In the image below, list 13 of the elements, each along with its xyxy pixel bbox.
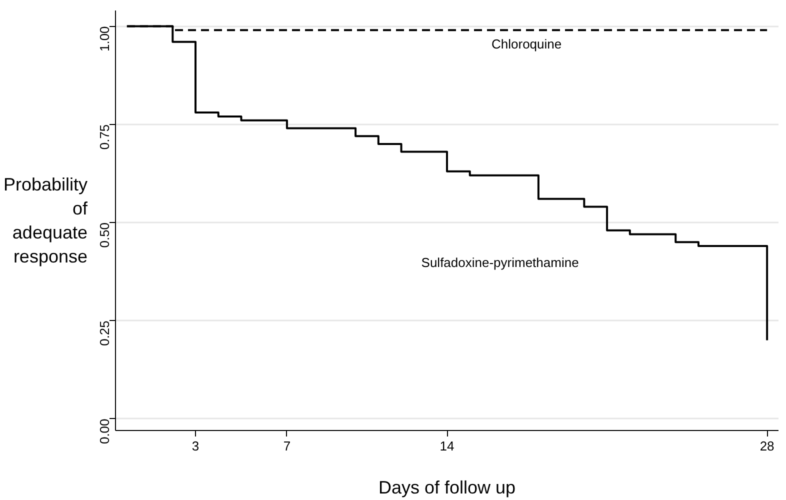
x-tick-label: 7 xyxy=(283,438,291,454)
x-tick-label: 28 xyxy=(760,438,774,454)
y-tick-label: 1.00 xyxy=(97,26,112,52)
y-tick-label: 0.50 xyxy=(97,222,112,248)
y-tick-label: 0.75 xyxy=(97,124,112,150)
y-axis-title: Probability of adequate response xyxy=(3,174,88,266)
annotation: Chloroquine xyxy=(492,36,562,52)
x-axis-title: Days of follow up xyxy=(378,478,516,498)
y-tick-label: 0.00 xyxy=(97,418,112,444)
y-tick-label: 0.25 xyxy=(97,320,112,346)
x-tick-label: 14 xyxy=(440,438,454,454)
annotation: Sulfadoxine-pyrimethamine xyxy=(421,255,579,270)
x-tick-label: 3 xyxy=(192,438,200,454)
